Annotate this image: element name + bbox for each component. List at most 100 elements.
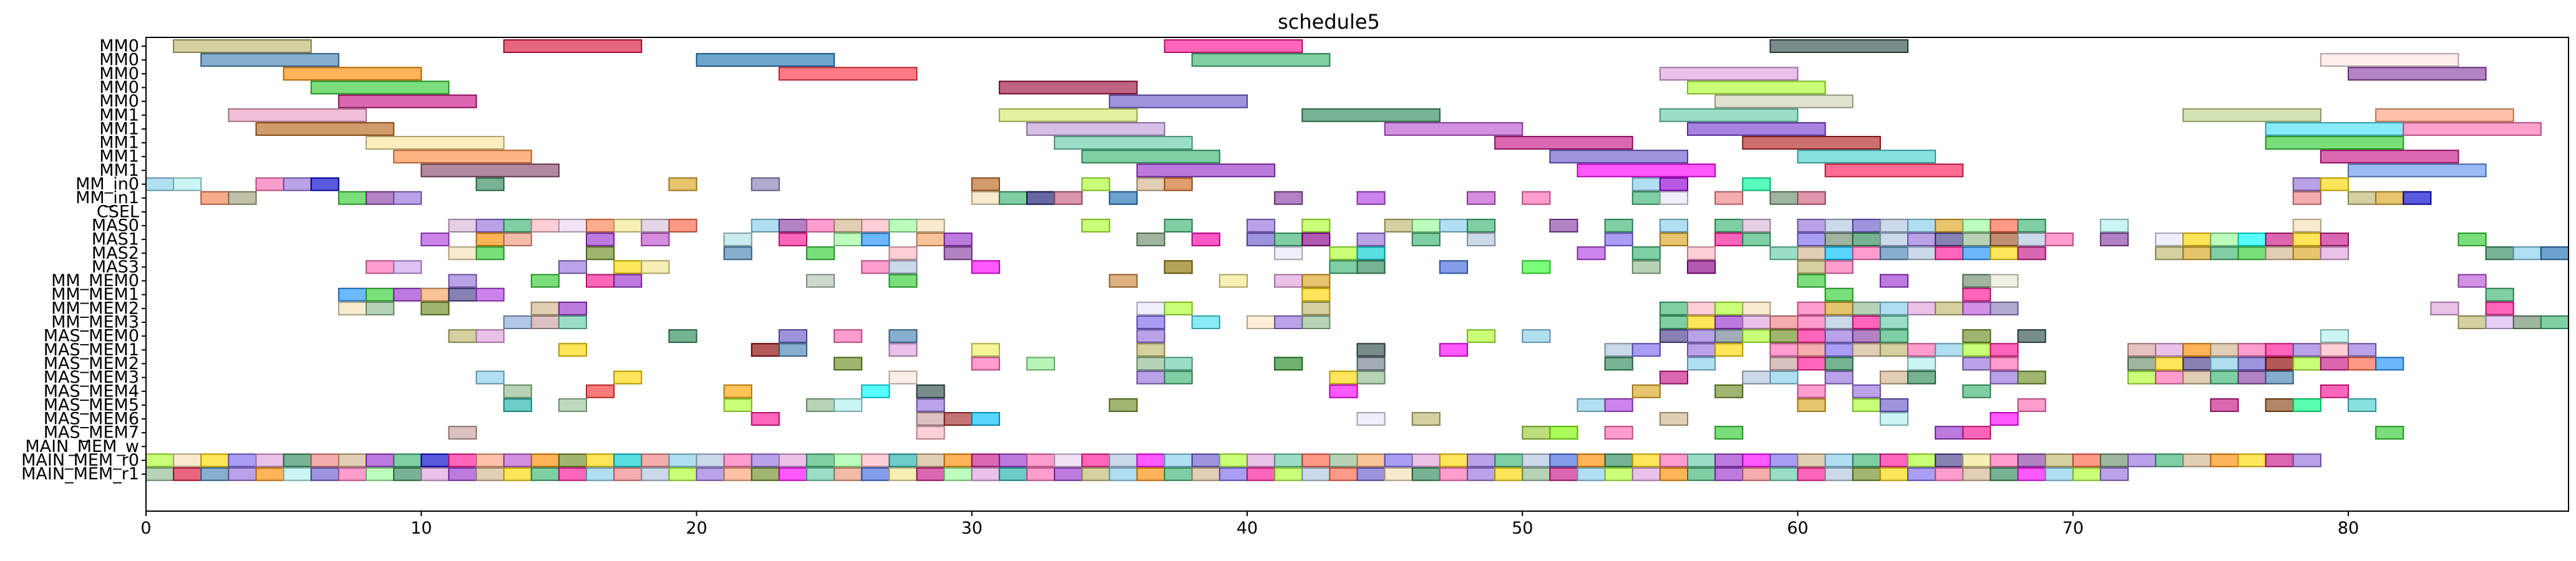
task-bar [2292, 191, 2321, 205]
task-bar [1852, 218, 1881, 233]
task-bar [1742, 233, 1771, 247]
task-bar [2127, 453, 2157, 467]
task-bar [338, 453, 367, 467]
task-bar [1467, 467, 1496, 481]
task-bar [1659, 370, 1689, 385]
task-bar [1191, 315, 1220, 329]
task-bar [1659, 453, 1689, 467]
task-bar [1797, 301, 1826, 315]
task-bar [1659, 329, 1689, 343]
task-bar [448, 426, 477, 440]
task-bar [1356, 357, 1386, 371]
task-bar [1769, 467, 1799, 481]
task-bar [448, 453, 477, 467]
task-bar [834, 398, 863, 412]
task-bar [971, 412, 1000, 426]
task-bar [1852, 329, 1881, 343]
task-bar [2375, 191, 2404, 205]
task-bar [1081, 218, 1111, 233]
task-bar [2127, 357, 2157, 371]
task-bar [2348, 191, 2377, 205]
task-bar [1164, 467, 1193, 481]
task-bar [668, 453, 697, 467]
task-bar [1714, 301, 1744, 315]
task-bar [2210, 357, 2239, 371]
task-bar [1687, 357, 1716, 371]
task-bar [613, 218, 643, 233]
task-bar [2403, 191, 2432, 205]
task-bar [888, 467, 918, 481]
task-bar [1494, 136, 1633, 150]
task-bar [558, 260, 588, 274]
task-bar [1081, 177, 1111, 191]
task-bar [1990, 370, 2019, 385]
task-bar [420, 233, 450, 247]
task-bar [530, 274, 560, 288]
y-tick-label: MM0 [99, 50, 139, 70]
task-bar [1109, 94, 1248, 108]
task-bar [475, 467, 505, 481]
task-bar [145, 177, 175, 191]
task-bar [1218, 467, 1248, 481]
task-bar [834, 453, 863, 467]
task-bar [1687, 467, 1716, 481]
task-bar [1742, 218, 1771, 233]
task-bar [1852, 384, 1881, 398]
task-bar [2017, 467, 2046, 481]
task-bar [1879, 218, 1909, 233]
task-bar [1301, 287, 1331, 302]
task-bar [1797, 343, 1826, 357]
task-bar [2017, 398, 2046, 412]
task-bar [1356, 260, 1386, 274]
task-bar [448, 329, 477, 343]
task-bar [778, 453, 808, 467]
task-bar [338, 287, 367, 302]
task-bar [1769, 357, 1799, 371]
task-bar [641, 453, 670, 467]
task-bar [1631, 453, 1661, 467]
task-bar [366, 453, 395, 467]
task-bar [448, 287, 477, 302]
task-bar [613, 453, 643, 467]
task-bar [1852, 315, 1881, 329]
task-bar [255, 467, 284, 481]
task-bar [2155, 370, 2184, 385]
task-bar [530, 315, 560, 329]
task-bar [1824, 357, 1854, 371]
task-bar [943, 467, 973, 481]
task-bar [1191, 453, 1220, 467]
task-bar [558, 453, 588, 467]
y-tick-label: MAS_MEM2 [44, 354, 139, 373]
task-bar [1852, 301, 1881, 315]
task-bar [1852, 467, 1881, 481]
task-bar [1494, 467, 1524, 481]
task-bar [1356, 453, 1386, 467]
task-bar [1742, 177, 1771, 191]
task-bar [475, 246, 505, 261]
task-bar [888, 370, 918, 385]
task-bar [145, 453, 175, 467]
task-bar [834, 218, 863, 233]
task-bar [1411, 218, 1441, 233]
task-bar [2265, 343, 2294, 357]
task-bar [668, 177, 697, 191]
task-bar [366, 467, 395, 481]
task-bars [145, 39, 2570, 481]
task-bar [503, 218, 532, 233]
task-bar [338, 94, 477, 108]
task-bar [558, 315, 588, 329]
task-bar [2292, 218, 2321, 233]
task-bar [1577, 453, 1606, 467]
task-bar [1356, 233, 1386, 247]
task-bar [1824, 467, 1854, 481]
task-bar [1604, 426, 1633, 440]
y-tick-label: MM1 [99, 119, 139, 138]
task-bar [1384, 218, 1413, 233]
task-bar [888, 218, 918, 233]
task-bar [916, 398, 945, 412]
task-bar [1879, 467, 1909, 481]
task-bar [1879, 370, 1909, 385]
task-bar [1659, 412, 1689, 426]
task-bar [2265, 370, 2294, 385]
task-bar [255, 122, 395, 136]
